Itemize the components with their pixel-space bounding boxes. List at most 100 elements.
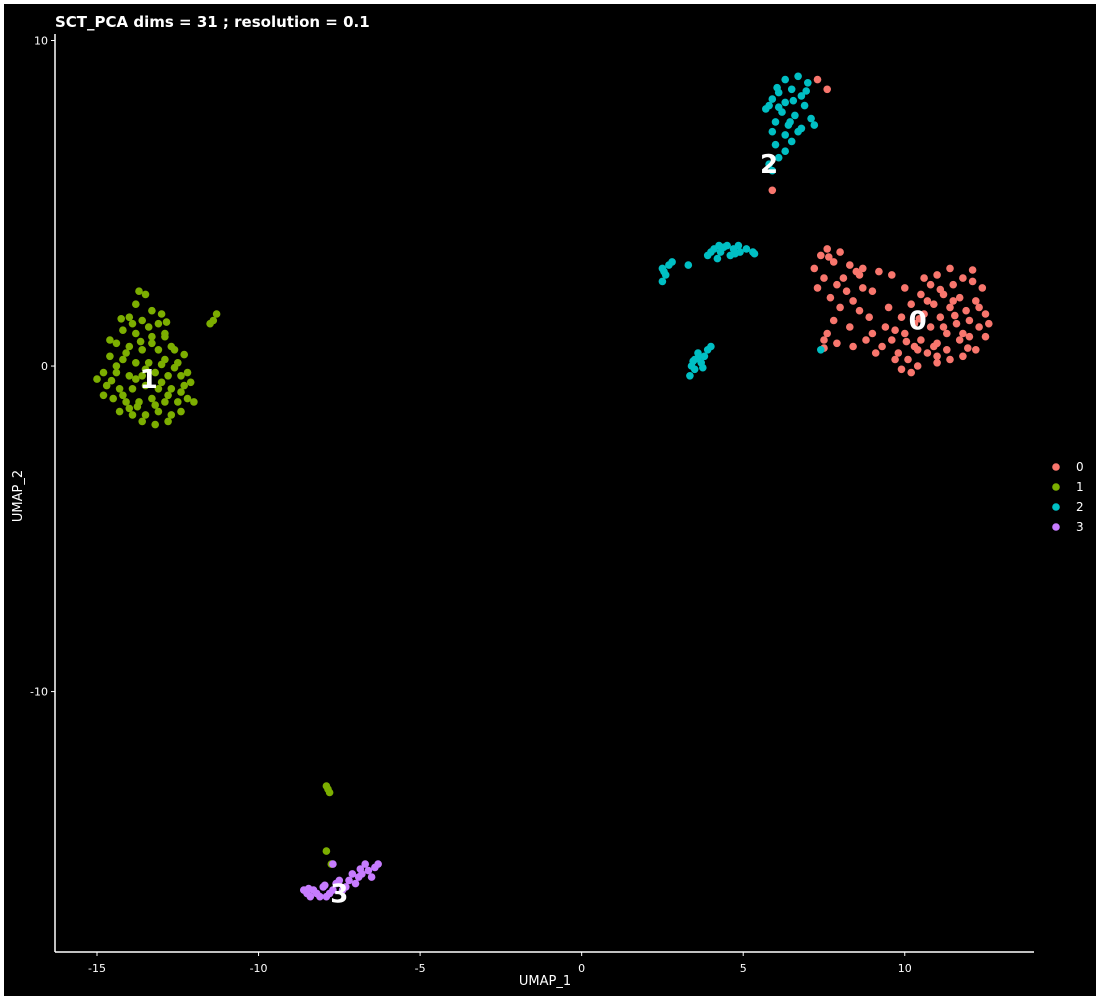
cluster-1-point — [170, 346, 179, 354]
cluster-0-point — [836, 248, 844, 256]
cluster-1-point — [141, 411, 150, 419]
cluster-0-point — [829, 316, 838, 325]
cluster-0-point — [868, 287, 877, 296]
cluster-1-point — [138, 346, 146, 354]
cluster-3-point — [351, 879, 360, 888]
cluster-0-point — [946, 303, 954, 312]
x-axis-ticks: -15 -10 -5 0 5 10 — [88, 952, 912, 975]
cluster-1-point — [144, 359, 153, 367]
y-tick-label: 0 — [41, 360, 48, 373]
cluster-0-point — [978, 284, 987, 292]
cluster-0-point — [813, 75, 822, 84]
cluster-0-point — [904, 355, 912, 364]
cluster-0-point — [917, 290, 925, 299]
cluster-0-point — [907, 368, 915, 377]
cluster-1-point — [157, 378, 166, 387]
legend-label-0: 0 — [1076, 460, 1084, 474]
cluster-0-point — [820, 274, 828, 282]
cluster-1-point — [109, 394, 117, 403]
cluster-2-point — [791, 111, 799, 120]
cluster-1-point — [106, 352, 114, 361]
cluster-3-point — [348, 870, 357, 878]
cluster-2-point — [800, 101, 809, 110]
cluster-0-point — [907, 300, 915, 309]
cluster-2-point — [781, 75, 789, 84]
cluster-1-point — [170, 363, 179, 372]
cluster-1-point — [141, 290, 150, 299]
cluster-2-point — [699, 363, 707, 372]
cluster-label-2: 2 — [760, 150, 778, 180]
cluster-2-point — [797, 92, 806, 100]
cluster-1-point — [151, 368, 159, 377]
cluster-1-point — [177, 388, 185, 396]
cluster-0-point — [959, 352, 967, 361]
x-tick-label: 10 — [898, 962, 912, 975]
cluster-0-point — [894, 349, 903, 357]
cluster-2-point — [689, 357, 697, 366]
cluster-1-point — [136, 337, 145, 346]
cluster-0-point — [943, 346, 951, 354]
cluster-0-point — [949, 297, 957, 305]
cluster-1-point — [102, 381, 111, 390]
cluster-0-point — [862, 336, 870, 344]
cluster-0-point — [981, 310, 990, 318]
cluster-0-point — [881, 323, 890, 331]
cluster-1-point — [138, 316, 146, 325]
cluster-2-point — [817, 346, 825, 354]
cluster-2-point — [686, 372, 694, 380]
cluster-1-point — [99, 368, 108, 377]
cluster-3-point — [356, 865, 365, 873]
cluster-3-point — [304, 884, 313, 893]
cluster-1-point — [322, 847, 331, 855]
cluster-0-point — [933, 359, 941, 367]
cluster-1-point — [324, 785, 332, 793]
chart-title: SCT_PCA dims = 31 ; resolution = 0.1 — [55, 13, 370, 31]
cluster-label-3: 3 — [330, 879, 348, 909]
cluster-1-point — [125, 342, 134, 351]
cluster-1-point — [174, 398, 182, 406]
cluster-2-point — [773, 83, 781, 92]
cluster-2-point — [771, 140, 780, 149]
cluster-0-point — [939, 323, 948, 331]
y-axis-ticks: -10 0 10 — [30, 35, 55, 699]
cluster-2-point — [786, 118, 794, 126]
legend-key-1 — [1052, 483, 1060, 491]
cluster-1-point — [125, 372, 134, 380]
cluster-1-point — [154, 407, 163, 416]
cluster-2-point — [807, 114, 815, 123]
cluster-1-point — [112, 339, 121, 348]
cluster-0-point — [913, 346, 922, 354]
cluster-0-point — [839, 274, 848, 282]
legend-key-2 — [1052, 503, 1060, 511]
cluster-0-point — [917, 336, 925, 344]
cluster-labels-layer: 0 1 2 3 — [140, 150, 927, 909]
cluster-1-point — [154, 385, 163, 393]
cluster-0-point — [849, 342, 857, 351]
legend-label-3: 3 — [1076, 520, 1084, 534]
cluster-1-point — [164, 417, 172, 426]
x-tick-label: 5 — [740, 962, 747, 975]
cluster-0-point — [933, 352, 941, 361]
cluster-3-point — [374, 860, 382, 868]
cluster-2-point — [684, 261, 693, 269]
cluster-0-point — [817, 251, 825, 260]
cluster-1-point — [164, 372, 172, 380]
cluster-2-point — [768, 127, 777, 136]
cluster-0-point — [826, 293, 835, 302]
cluster-2-point — [707, 342, 715, 351]
cluster-0-point — [846, 323, 854, 331]
cluster-0-point — [884, 303, 893, 312]
cluster-0-point — [829, 258, 838, 266]
y-tick-label: -10 — [30, 686, 48, 699]
cluster-0-point — [959, 329, 967, 338]
x-tick-label: 0 — [578, 962, 585, 975]
cluster-0-point — [888, 271, 896, 279]
cluster-0-point — [855, 271, 864, 279]
cluster-1-point — [125, 313, 134, 322]
cluster-1-point — [115, 407, 124, 416]
legend-key-3 — [1052, 523, 1060, 531]
cluster-1-point — [135, 287, 143, 296]
cluster-1-point — [125, 404, 134, 413]
cluster-1-point — [148, 306, 156, 315]
cluster-2-point — [768, 166, 777, 175]
